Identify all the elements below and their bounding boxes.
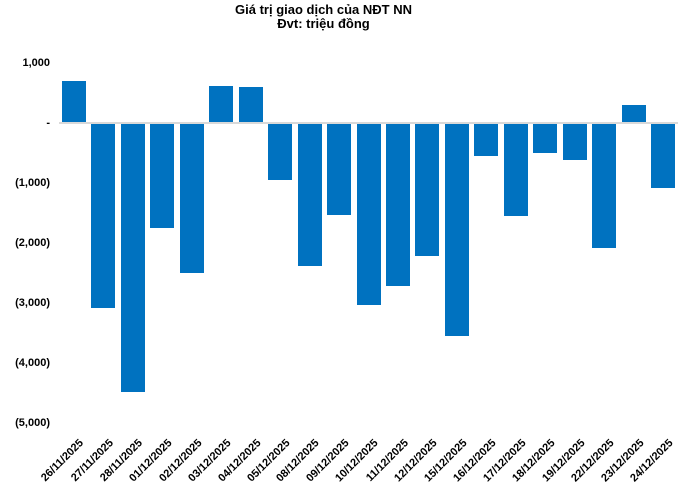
y-axis-tick-label: (5,000): [15, 416, 50, 429]
y-axis-tick-label: -: [46, 116, 50, 129]
chart-bar: [533, 122, 558, 154]
chart-bar: [621, 105, 646, 123]
chart-bar: [385, 122, 410, 286]
chart-bar: [238, 87, 263, 123]
chart-title-block: Giá trị giao dịch của NĐT NN Đvt: triệu …: [0, 3, 647, 31]
chart-bar: [415, 122, 440, 257]
chart-bar: [120, 122, 145, 392]
y-axis-tick-label: 1,000: [22, 56, 50, 69]
chart-bar: [268, 122, 293, 180]
y-axis-tick-label: (2,000): [15, 236, 50, 249]
chart-bar: [91, 122, 116, 308]
chart-bar: [592, 122, 617, 248]
y-axis-tick-label: (1,000): [15, 176, 50, 189]
chart-unit-subtitle: Đvt: triệu đồng: [277, 16, 370, 31]
chart-title: Giá trị giao dịch của NĐT NN: [235, 2, 412, 17]
y-axis-tick-label: (3,000): [15, 296, 50, 309]
chart-bar: [327, 122, 352, 215]
chart-bar: [150, 122, 175, 229]
x-axis-zero-line: [59, 121, 678, 124]
chart-bar: [474, 122, 499, 156]
chart-bar: [179, 122, 204, 274]
chart-bar: [444, 122, 469, 337]
chart-bar: [651, 122, 676, 188]
chart-bar: [562, 122, 587, 161]
chart-bar: [297, 122, 322, 266]
y-axis-tick-label: (4,000): [15, 356, 50, 369]
chart-bar: [209, 85, 234, 123]
chart-bar: [356, 122, 381, 305]
chart-bar: [503, 122, 528, 217]
chart-bar: [61, 81, 86, 123]
